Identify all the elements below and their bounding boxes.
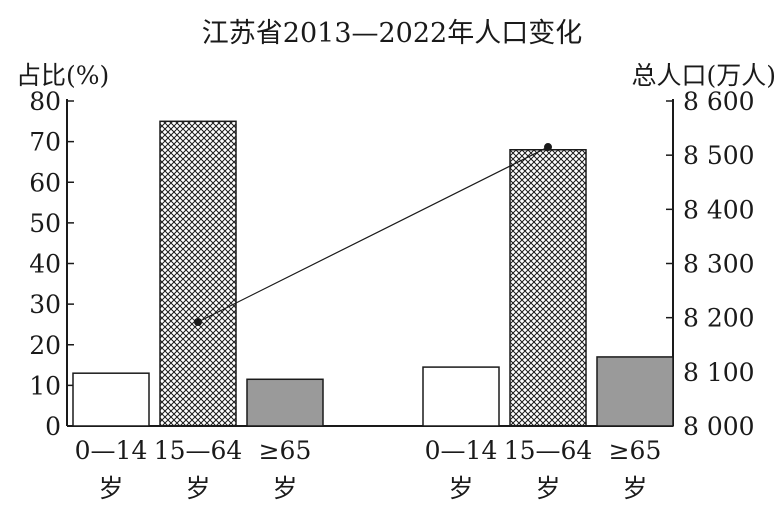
y-right-tick-label: 8 400 <box>683 195 755 224</box>
y-left-tick-label: 50 <box>29 209 61 238</box>
y-left-tick-label: 60 <box>29 168 61 197</box>
y-right-tick-label: 8 300 <box>683 250 755 279</box>
y-right-axis-title: 总人口(万人) <box>631 61 776 90</box>
x-category-label-unit: 岁 <box>185 474 210 503</box>
x-category-label: 15—64 <box>154 436 243 465</box>
x-category-label: 15—64 <box>504 436 593 465</box>
y-left-tick-label: 40 <box>29 250 61 279</box>
x-category-label: ≥65 <box>609 436 662 465</box>
x-category-label-unit: 岁 <box>448 474 473 503</box>
y-left-axis-title: 占比(%) <box>16 61 109 90</box>
population-point-2013 <box>194 318 202 326</box>
y-left-tick-label: 70 <box>29 128 61 157</box>
y-left-tick-label: 80 <box>29 87 61 116</box>
y-right-tick-label: 8 100 <box>683 358 755 387</box>
x-category-label-unit: 岁 <box>622 474 647 503</box>
x-category-label-unit: 岁 <box>98 474 123 503</box>
y-left-tick-label: 30 <box>29 290 61 319</box>
y-right-tick-label: 8 000 <box>683 412 755 441</box>
bar-2022-0 <box>422 366 500 427</box>
bar-2013-0 <box>72 372 150 427</box>
chart-marks: 0 10 20 30 40 50 60 70 80 8 000 8 100 8 200 8 300 8 4… <box>29 87 754 503</box>
population-series-line <box>197 146 549 323</box>
bar-2013-2 <box>246 378 324 427</box>
y-right-tick-label: 8 500 <box>683 141 755 170</box>
bar-2013-1 <box>159 120 237 427</box>
x-category-label: 0—14 <box>75 436 148 465</box>
x-category-label-unit: 岁 <box>535 474 560 503</box>
population-point-2022 <box>544 143 552 152</box>
x-category-label: 0—14 <box>425 436 498 465</box>
y-right-tick-label: 8 200 <box>683 304 755 333</box>
y-left-tick-label: 0 <box>45 412 61 441</box>
x-category-label-unit: 岁 <box>272 474 297 503</box>
y-left-tick-label: 10 <box>29 371 61 400</box>
bar-2022-2 <box>596 356 674 427</box>
chart-title: 江苏省2013—2022年人口变化 <box>202 18 582 49</box>
y-left-tick-label: 20 <box>29 331 61 360</box>
x-category-label: ≥65 <box>259 436 312 465</box>
y-right-tick-label: 8 600 <box>683 87 755 116</box>
bar-2022-1 <box>509 149 587 427</box>
